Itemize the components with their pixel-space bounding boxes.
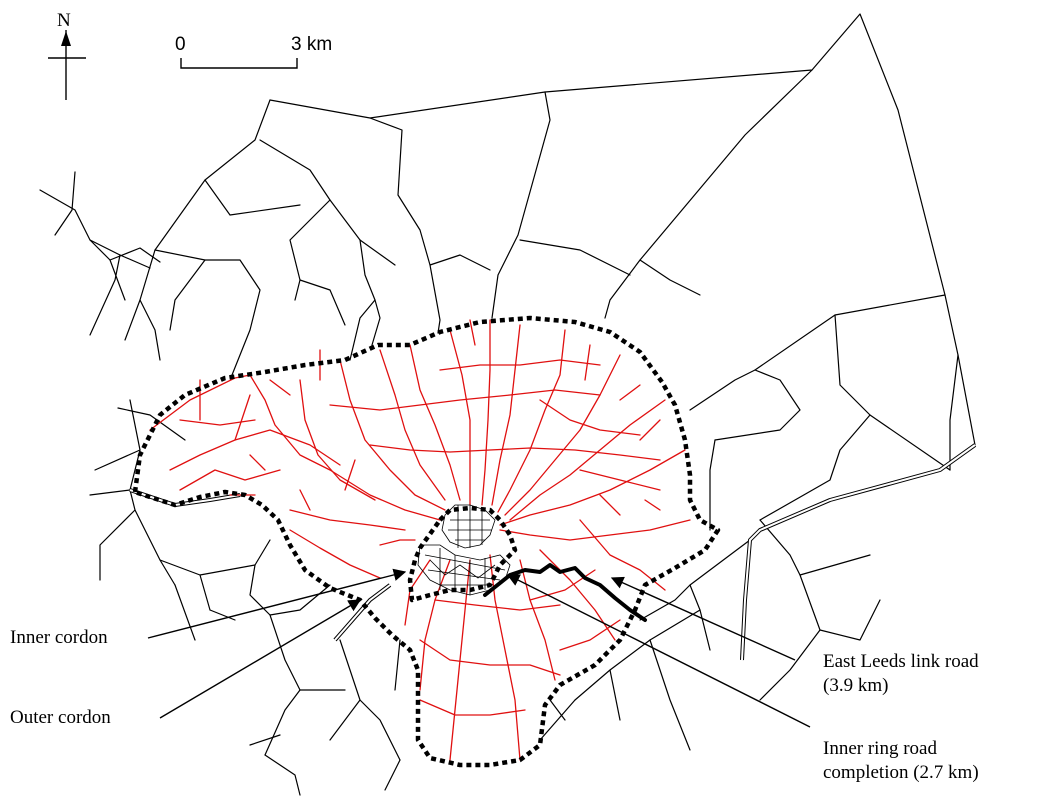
outer-road-network <box>39 13 976 796</box>
east-leeds-label-line1: East Leeds link road <box>823 651 979 672</box>
north-arrow: N <box>48 10 86 100</box>
inner-ring-label-line1: Inner ring road <box>823 738 937 759</box>
city-centre-grid <box>417 504 511 596</box>
motorway-lines <box>129 443 977 661</box>
inner-cordon-arrow <box>147 568 407 639</box>
inner-cordon <box>407 505 518 603</box>
north-arrow-head-icon <box>61 31 71 46</box>
inner-road-network <box>149 319 691 761</box>
east-leeds-label-line2: (3.9 km) <box>823 675 888 696</box>
east-leeds-link-road <box>483 563 647 622</box>
outer-cordon-arrow <box>159 599 362 719</box>
scale-end-label: 3 km <box>291 34 332 55</box>
east-leeds-arrow <box>610 576 796 661</box>
inner-cordon-label: Inner cordon <box>10 627 108 648</box>
scale-bar: 0 3 km <box>175 34 332 69</box>
inner-ring-label-line2: completion (2.7 km) <box>823 762 979 783</box>
annotations <box>147 568 811 728</box>
outer-cordon-label: Outer cordon <box>10 707 111 728</box>
compass-north-label: N <box>57 10 71 31</box>
inner-ring-arrow <box>506 574 811 728</box>
outer-cordon <box>132 315 721 768</box>
scale-start-label: 0 <box>175 34 186 55</box>
